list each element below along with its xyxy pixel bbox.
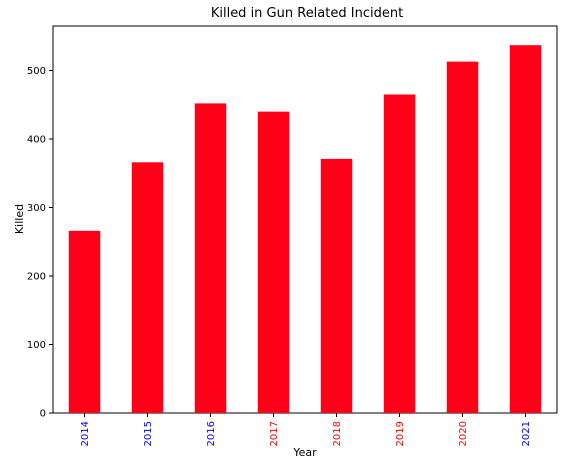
y-axis: 0 100 200 300 400 500 (27, 66, 53, 420)
x-tick-label-2014: 2014 (80, 421, 91, 446)
x-tick-label-2017: 2017 (269, 421, 280, 446)
y-tick-label-300: 300 (27, 203, 46, 214)
x-axis: 2014 2015 2016 2017 2018 2019 2020 2021 (80, 413, 532, 446)
bar-2018 (320, 158, 353, 413)
x-tick-label-2016: 2016 (206, 421, 217, 446)
bar-2019 (383, 94, 416, 413)
y-tick-label-400: 400 (27, 135, 46, 146)
y-tick-label-100: 100 (27, 340, 46, 351)
bar-2016 (194, 103, 227, 414)
x-axis-label: Year (292, 446, 317, 459)
x-tick-label-2019: 2019 (395, 421, 406, 446)
bars-layer (68, 45, 542, 414)
x-tick-label-2021: 2021 (521, 421, 532, 446)
y-axis-label: Killed (13, 204, 26, 234)
bar-2017 (257, 111, 290, 414)
y-tick-label-500: 500 (27, 66, 46, 77)
bar-2020 (446, 61, 479, 414)
bar-2014 (68, 230, 101, 413)
x-tick-label-2020: 2020 (458, 421, 469, 446)
chart-title: Killed in Gun Related Incident (211, 6, 403, 21)
bar-2021 (509, 45, 542, 414)
x-tick-label-2015: 2015 (143, 421, 154, 446)
plot-frame (52, 25, 558, 414)
y-tick-label-200: 200 (27, 272, 46, 283)
bar-2015 (131, 162, 164, 413)
y-tick-label-0: 0 (40, 409, 46, 420)
x-tick-label-2018: 2018 (332, 421, 343, 446)
